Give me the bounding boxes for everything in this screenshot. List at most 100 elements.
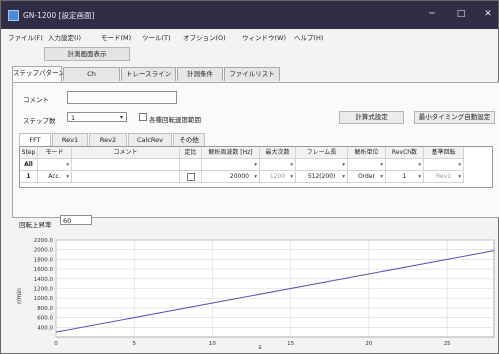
close-button[interactable]: ✕ [484,9,492,19]
grid-header-fixed-ratio: 定比 [180,147,202,159]
x-tick-label: 20 [365,341,372,347]
tab-file-list[interactable]: ファイルリスト [224,67,280,81]
menu-mode[interactable]: モード(M) [101,34,132,42]
grid-all-mode-cell[interactable]: ▾ [38,159,72,171]
y-tick-label: 800.0 [37,306,53,312]
grid-row1-fixed-ratio-cell[interactable] [180,171,202,183]
y-tick-label: 2000.0 [34,248,54,254]
menu-tools[interactable]: ツール(T) [142,34,171,42]
tab-measure-conditions[interactable]: 計測条件 [177,67,223,81]
chevron-down-icon: ▾ [458,174,461,180]
chevron-down-icon: ▾ [418,174,421,180]
grid-all-unit-cell[interactable]: ▾ [348,159,386,171]
grid-row1-freq-cell[interactable]: 20000 ▾ [202,171,260,183]
steps-select[interactable]: 1 ▾ [67,112,127,122]
menu-file[interactable]: ファイル(F) [8,34,43,42]
y-tick-label: 400.0 [37,325,53,331]
chevron-down-icon: ▾ [380,174,383,180]
chevron-down-icon: ▾ [119,114,123,121]
fixed-ratio-checkbox[interactable] [187,173,195,181]
y-tick-label: 1800.0 [34,257,54,263]
y-tick-label: 1000.0 [34,296,54,302]
grid-header-max-order: 最大次数 [260,147,296,159]
chevron-down-icon: ▾ [66,174,69,180]
chevron-down-icon: ▾ [458,162,461,168]
grid-header-revch-count: RevCh数 [386,147,424,159]
grid-row1-comment-cell[interactable] [72,171,180,183]
grid-all-fixed-ratio-cell[interactable] [180,159,202,171]
x-tick-label: 0 [54,341,58,347]
chevron-down-icon: ▾ [290,174,293,180]
title-bar: GN-1200 [設定画面] ─ □ ✕ [1,1,498,29]
menu-help[interactable]: ヘルプ(H) [294,34,324,42]
grid-header-step: Step [20,147,38,159]
grid-row1-frame-cell[interactable]: 512(200) ▾ [296,171,348,183]
per-rotation-label: 各種回転速度範囲 [149,116,201,124]
grid-all-ref-cell[interactable]: ▾ [424,159,464,171]
grid-all-max-order-cell[interactable]: ▾ [260,159,296,171]
chevron-down-icon: ▾ [290,162,293,168]
y-tick-label: 1400.0 [34,277,54,283]
grid-row-all-step: All [20,159,38,171]
x-tick-label: 25 [444,341,451,347]
grid-header-analysis-unit: 解析単位 [348,147,386,159]
subtab-fft[interactable]: FFT [19,133,51,146]
tab-step-pattern[interactable]: ステップパターン [12,66,65,82]
grid-row1-mode-cell[interactable]: Acc. ▾ [38,171,72,183]
menu-input-settings[interactable]: 入力設定(I) [48,34,81,42]
subtab-calcrev[interactable]: CalcRev [128,133,172,146]
grid-all-freq-cell[interactable]: ▾ [202,159,260,171]
grid-row1-max-order-cell[interactable]: 1200 ▾ [260,171,296,183]
app-icon [8,10,19,21]
rise-rate-input[interactable]: 60 [60,215,92,225]
chevron-down-icon: ▾ [418,162,421,168]
menu-window[interactable]: ウィンドウ(W) [242,34,286,42]
comment-input[interactable] [67,91,177,104]
min-timing-auto-button[interactable]: 最小タイミング自動設定 [414,111,495,124]
chevron-down-icon: ▾ [342,174,345,180]
chevron-down-icon: ▾ [254,162,257,168]
show-measure-screen-button[interactable]: 計測画面表示 [44,47,130,61]
grid-header-analysis-freq: 解析周波数 [Hz] [202,147,260,159]
tab-trace-line[interactable]: トレースライン [121,67,176,81]
chevron-down-icon: ▾ [342,162,345,168]
y-tick-label: 600.0 [37,316,53,322]
grid-header-ref-rotation: 基準回転 [424,147,464,159]
grid-row1-revch-cell[interactable]: 1 ▾ [386,171,424,183]
grid-row1-unit-cell[interactable]: Order ▾ [348,171,386,183]
maximize-button[interactable]: □ [456,9,466,19]
x-tick-label: 10 [209,341,216,347]
subtab-other[interactable]: その他 [173,133,205,146]
y-tick-label: 1200.0 [34,287,54,293]
grid-header-frame-length: フレーム長 [296,147,348,159]
grid-all-comment-cell[interactable] [72,159,180,171]
grid-all-revch-cell[interactable]: ▾ [386,159,424,171]
calc-formula-button[interactable]: 計算式設定 [339,111,404,124]
chevron-down-icon: ▾ [380,162,383,168]
grid-row-1-step: 1 [20,171,38,183]
menu-bar: ファイル(F) 入力設定(I) モード(M) ツール(T) オプション(O) ウ… [1,29,498,43]
subtab-rev2[interactable]: Rev2 [89,133,127,146]
grid-row1-ref-cell[interactable]: Rev1 ▾ [424,171,464,183]
menu-options[interactable]: オプション(O) [183,34,226,42]
step-grid: Step モード コメント 定比 解析周波数 [Hz] 最大次数 フレーム長 解… [19,146,493,188]
minimize-button[interactable]: ─ [429,9,435,19]
chart-y-axis-label: r/min [16,288,23,304]
x-tick-label: 15 [287,341,294,347]
grid-header-mode: モード [38,147,72,159]
chevron-down-icon: ▾ [254,174,257,180]
tab-ch[interactable]: Ch [63,67,120,81]
grid-all-frame-cell[interactable]: ▾ [296,159,348,171]
chart-x-axis-label: s [258,344,261,351]
subtab-rev1[interactable]: Rev1 [52,133,88,146]
rotation-speed-line [55,250,495,333]
y-tick-label: 2200.0 [34,238,54,244]
per-rotation-checkbox[interactable] [139,113,147,121]
rise-rate-label: 回転上昇率 [19,221,52,229]
comment-label: コメント [23,96,49,104]
rotation-chart-svg: 400.0 600.0 800.0 1000.0 1200.0 1400.0 1600.0 1… [16,238,495,351]
chevron-down-icon: ▾ [66,162,69,168]
window-title: GN-1200 [設定画面] [23,11,95,20]
y-tick-label: 1600.0 [34,267,54,273]
